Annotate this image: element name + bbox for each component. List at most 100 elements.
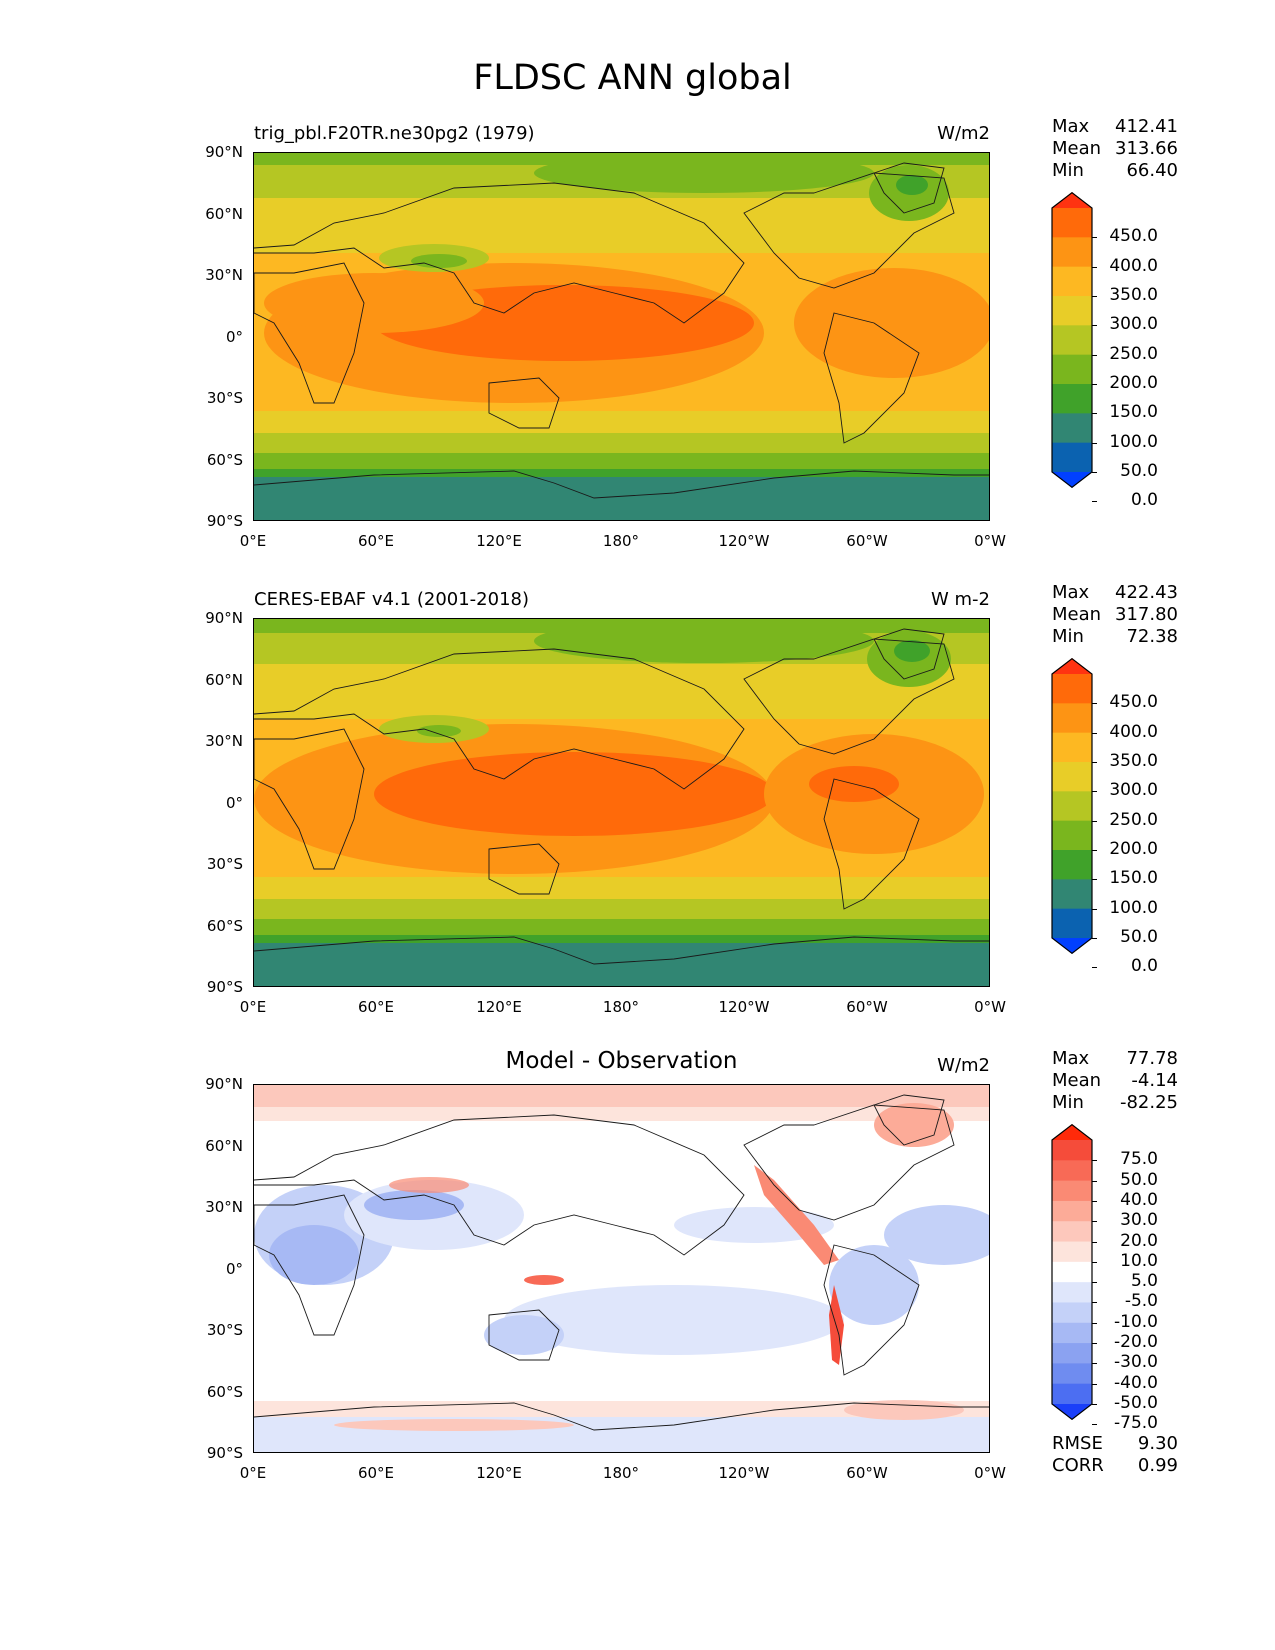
colorbar-tick-label: 0.0 [1130, 490, 1158, 511]
colorbar-tick [1092, 908, 1097, 910]
stat-min-value: 66.40 [1126, 160, 1178, 181]
x-tick-label: 180° [602, 532, 640, 550]
colorbar-band [1052, 791, 1092, 822]
y-tick-label: 90°N [205, 609, 243, 627]
colorbar-band [1052, 1241, 1092, 1263]
colorbar-band [1052, 413, 1092, 444]
colorbar-tick-label: 150.0 [1109, 868, 1158, 889]
colorbar-tick-label: 10.0 [1120, 1250, 1158, 1271]
stat-mean-label: Mean [1052, 604, 1102, 625]
colorbar-tick [1092, 762, 1097, 763]
x-tick-label: 120°W [718, 998, 770, 1016]
colorbar-tick-label: -40.0 [1114, 1372, 1158, 1393]
colorbar-band [1052, 442, 1092, 473]
colorbar-tick-label: 30.0 [1120, 1210, 1158, 1231]
colorbar-tick [1092, 1282, 1097, 1284]
x-tick-label: 60°E [357, 532, 395, 550]
y-tick-label: 60°N [205, 205, 243, 223]
colorbar-graphic [1051, 1123, 1093, 1421]
x-tick-label: 180° [602, 1464, 640, 1482]
corr-value: 0.99 [1137, 1455, 1178, 1476]
y-tick-label: 90°N [205, 143, 243, 161]
y-tick-label: 60°S [206, 451, 243, 469]
y-tick-label: 30°S [206, 1321, 243, 1339]
stat-mean-value: 317.80 [1115, 604, 1178, 625]
x-tick-label: 0°W [974, 1464, 1006, 1482]
stat-min-value: 72.38 [1126, 626, 1178, 647]
colorbar-tick [1092, 850, 1097, 851]
x-tick-label: 60°W [846, 1464, 888, 1482]
colorbar-band [1052, 296, 1092, 326]
colorbar-band [1052, 1383, 1092, 1405]
colorbar-tick [1092, 1302, 1097, 1304]
y-tick-label: 30°N [205, 1198, 243, 1216]
colorbar-tick [1092, 1383, 1097, 1385]
x-tick-label: 60°W [846, 998, 888, 1016]
colorbar-tick-label: -30.0 [1114, 1352, 1158, 1373]
stat-max-value: 422.43 [1115, 582, 1178, 603]
y-tick-label: 60°N [205, 671, 243, 689]
map-field-observation [254, 619, 989, 986]
colorbar-tick [1092, 1180, 1097, 1182]
colorbar-band [1052, 908, 1092, 939]
colorbar-graphic [1051, 191, 1093, 489]
colorbar-band [1052, 674, 1092, 704]
y-tick-label: 0° [225, 794, 243, 812]
colorbar-extend-top [1052, 192, 1092, 208]
colorbar-tick [1092, 237, 1097, 239]
colorbar-band [1052, 237, 1092, 268]
colorbar-tick [1092, 1404, 1097, 1405]
colorbar-tick [1092, 1221, 1097, 1223]
rmse-value: 9.30 [1137, 1433, 1178, 1454]
colorbar-band [1052, 1343, 1092, 1364]
colorbar-tick [1092, 732, 1097, 734]
colorbar-band [1052, 850, 1092, 880]
colorbar-extend-top [1052, 1124, 1092, 1140]
stat-max-value: 77.78 [1126, 1048, 1178, 1069]
colorbar-tick [1092, 472, 1097, 473]
map-panel-model [253, 152, 990, 521]
colorbar-tick-label: 0.0 [1130, 956, 1158, 977]
colorbar-tick-label: 450.0 [1109, 226, 1158, 247]
colorbar-model [1050, 191, 1096, 492]
colorbar-tick [1092, 501, 1097, 503]
x-tick-label: 120°W [718, 1464, 770, 1482]
x-tick-label: 120°E [476, 532, 522, 550]
colorbar-tick-label: 150.0 [1109, 402, 1158, 423]
colorbar-tick [1092, 266, 1097, 268]
y-tick-label: 90°S [206, 978, 243, 996]
colorbar-tick-label: -20.0 [1114, 1332, 1158, 1353]
colorbar-tick [1092, 1160, 1097, 1162]
colorbar-tick-label: 250.0 [1109, 809, 1158, 830]
colorbar-tick-label: 100.0 [1109, 431, 1158, 452]
rmse-label: RMSE [1052, 1433, 1103, 1454]
colorbar-tick-label: 350.0 [1109, 751, 1158, 771]
x-tick-label: 60°E [357, 1464, 395, 1482]
colorbar-observation [1050, 657, 1096, 958]
colorbar-tick [1092, 1322, 1097, 1324]
colorbar-tick-label: 5.0 [1130, 1271, 1158, 1292]
colorbar-tick-label: 50.0 [1120, 1169, 1158, 1190]
colorbar-tick [1092, 1363, 1097, 1365]
colorbar-band [1052, 1140, 1092, 1161]
colorbar-tick [1092, 354, 1097, 356]
colorbar-tick-label: -75.0 [1114, 1413, 1158, 1434]
colorbar-tick [1092, 1261, 1097, 1263]
colorbar-tick [1092, 1200, 1097, 1202]
colorbar-graphic [1051, 657, 1093, 955]
figure-title: FLDSC ANN global [473, 58, 792, 98]
stat-max-value: 412.41 [1115, 116, 1178, 137]
colorbar-tick-label: 250.0 [1109, 343, 1158, 364]
colorbar-tick-label: 50.0 [1120, 461, 1158, 481]
colorbar-tick [1092, 820, 1097, 822]
stat-min-label: Min [1052, 626, 1084, 647]
colorbar-band [1052, 1160, 1092, 1182]
map-field-difference [254, 1085, 989, 1452]
colorbar-tick-label: 75.0 [1120, 1149, 1158, 1170]
stat-max-label: Max [1052, 1048, 1090, 1069]
colorbar-difference [1050, 1123, 1096, 1424]
stat-max-label: Max [1052, 116, 1090, 137]
colorbar-band [1052, 1180, 1092, 1202]
colorbar-band [1052, 1282, 1092, 1303]
y-tick-label: 0° [225, 328, 243, 346]
